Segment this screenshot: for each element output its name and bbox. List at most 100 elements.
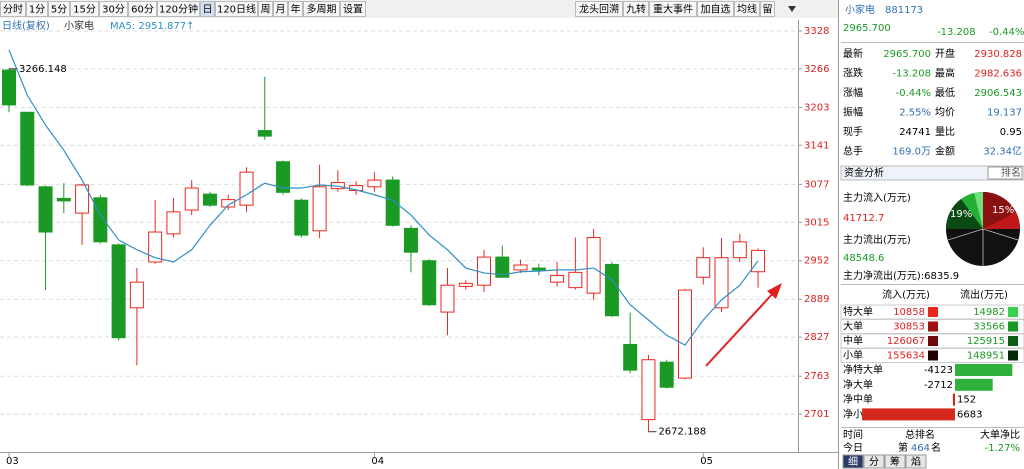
net-value: -4123 (924, 365, 953, 376)
pie-slice (974, 191, 983, 229)
candle-body (93, 197, 108, 243)
bottom-tab-label: 细 (848, 455, 858, 468)
toolbar-button-label: 30分 (102, 4, 125, 16)
net-bar (955, 364, 1013, 376)
candle-body (586, 237, 601, 294)
quote-value: 2.55% (899, 108, 931, 119)
dropdown-arrow[interactable] (788, 6, 796, 12)
flow-in-swatch (928, 336, 938, 346)
quote-label: 均价 (935, 107, 955, 119)
bottom-tab[interactable] (863, 454, 885, 469)
toolbar-button[interactable] (649, 1, 697, 17)
toolbar-button[interactable] (273, 1, 288, 17)
quote-value: 19.137 (987, 108, 1022, 119)
quote-value: 2965.700 (883, 49, 931, 60)
x-tick-label: 04 (371, 456, 384, 467)
toolbar-button[interactable] (734, 1, 760, 17)
quote-label: 振幅 (843, 106, 863, 119)
y-tick-label: 3203 (804, 102, 829, 113)
candle-body (714, 257, 729, 309)
toolbar-button[interactable] (128, 1, 157, 17)
pie-divider (947, 228, 984, 241)
quote-label: 量比 (935, 126, 955, 138)
quote-label: 涨幅 (843, 86, 863, 99)
toolbar-button-label: 5分 (51, 4, 67, 16)
toolbar-button[interactable] (26, 1, 48, 17)
candle-body (422, 260, 437, 306)
toolbar-button[interactable] (623, 1, 649, 17)
toolbar-button-label: 15分 (73, 4, 96, 16)
toolbar-button[interactable] (303, 1, 340, 17)
toolbar-button[interactable] (288, 1, 303, 17)
toolbar-button[interactable] (575, 1, 623, 17)
pie-chart (945, 191, 1021, 266)
net-value: 6683 (957, 409, 982, 420)
quote-value: 2930.828 (974, 49, 1022, 60)
candle-body (495, 256, 510, 278)
toolbar-button[interactable] (99, 1, 128, 17)
bottom-tab[interactable] (884, 454, 906, 469)
candle-body (623, 343, 638, 371)
annotation-label: 2672.188 (658, 427, 706, 438)
candle-body (513, 264, 528, 271)
toolbar-button[interactable] (200, 1, 215, 17)
toolbar-button[interactable] (157, 1, 200, 17)
bottom-tab[interactable] (842, 454, 864, 469)
trend-arrow-head (767, 283, 782, 299)
rank-cell: 464 (911, 443, 930, 454)
candle-body (604, 263, 619, 317)
toolbar-button-label: 120日线 (217, 3, 256, 16)
toolbar-button-label: 九转 (626, 3, 646, 16)
toolbar-button-label: 周 (261, 4, 271, 16)
fund-title: 资金分析 (844, 166, 884, 179)
toolbar-button-label: 留 (763, 3, 773, 16)
legend-mode: 日线(复权) (2, 19, 50, 32)
toolbar-button[interactable] (215, 1, 258, 17)
toolbar-button[interactable] (340, 1, 366, 17)
trend-arrow (705, 289, 777, 367)
net-bar (952, 393, 955, 406)
toolbar-button[interactable] (0, 1, 26, 17)
toolbar-button[interactable] (70, 1, 99, 17)
y-tick-label: 2952 (804, 256, 829, 267)
candle-body (440, 284, 455, 313)
candle-body (2, 69, 16, 106)
stock-change: -13.208 (937, 27, 976, 38)
flow-in: 30853 (893, 322, 925, 333)
toolbar-button-label: 月 (276, 4, 286, 16)
net-label: 净特大单 (843, 363, 883, 376)
y-tick-label: 3141 (804, 140, 829, 151)
candle-body (385, 179, 400, 226)
toolbar-button-label: 多周期 (307, 3, 337, 16)
bottom-tab-label: 分 (869, 456, 879, 468)
toolbar-button[interactable] (697, 1, 734, 17)
candle-body (20, 111, 35, 186)
quote-label: 总手 (843, 145, 863, 158)
flow-out: 14982 (973, 307, 1005, 318)
legend-ma: MA5: 2951.877↑ (110, 21, 194, 32)
flow-out-swatch (1008, 321, 1018, 332)
rank-header: 大单净比 (980, 428, 1020, 441)
rank-cell: 第 (898, 441, 908, 454)
y-tick-label: 3015 (804, 217, 829, 228)
toolbar-button[interactable] (258, 1, 273, 17)
candle-body (239, 171, 254, 206)
y-tick-label: 3077 (804, 179, 829, 190)
net-value: 152 (957, 395, 976, 406)
y-tick-label: 2827 (804, 332, 829, 343)
quote-value: -13.208 (892, 69, 931, 80)
stock-price: 2965.700 (843, 23, 891, 34)
toolbar-button[interactable] (48, 1, 70, 17)
candle-body (568, 271, 583, 289)
candle-body (276, 161, 291, 193)
toolbar-button[interactable] (760, 1, 775, 17)
bottom-tab-label: 焰 (911, 455, 921, 468)
toolbar-button-label: 设置 (343, 4, 363, 16)
rank-button[interactable] (987, 166, 1023, 180)
stock-pct: -0.44% (989, 27, 1024, 38)
y-tick-label: 3328 (804, 26, 829, 37)
y-tick-label: 2763 (804, 371, 829, 382)
x-tick-label: 05 (700, 456, 713, 467)
bottom-tab[interactable] (905, 454, 927, 469)
